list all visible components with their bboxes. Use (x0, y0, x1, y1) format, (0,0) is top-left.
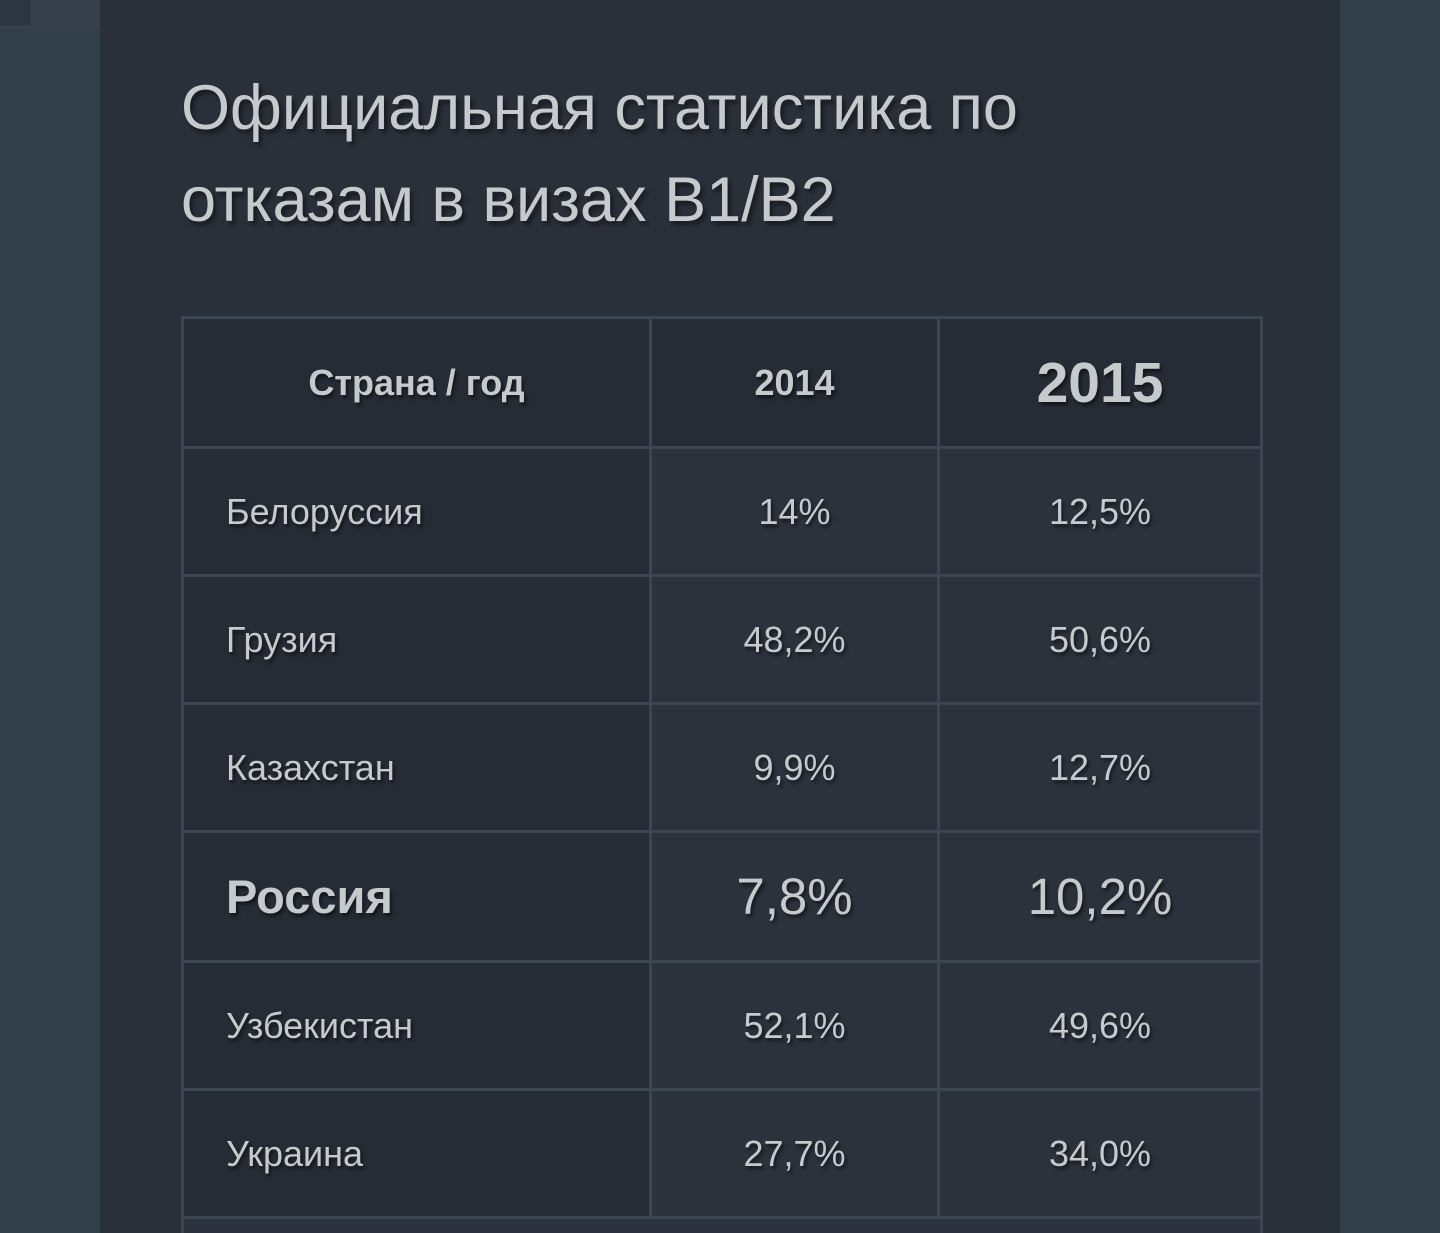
visa-refusal-stats-table: Страна / год 2014 2015 Белоруссия 14% 12… (181, 316, 1263, 1233)
page-title-line-2: отказам в визах B1/B2 (181, 165, 836, 235)
value-2014: 9,9% (649, 702, 940, 833)
value-2015: 10,2% (937, 830, 1263, 963)
left-gutter (0, 0, 100, 1233)
value-2015: 34,0% (937, 1088, 1263, 1219)
page-title-line-1: Официальная статистика по (181, 73, 1018, 143)
value-2014: 52,1% (649, 960, 940, 1091)
value-2015: 49,6% (937, 960, 1263, 1091)
corner-artifact (0, 0, 31, 26)
country-name: Казахстан (181, 702, 652, 833)
table-header-row: Страна / год 2014 2015 (181, 316, 1263, 449)
value-2015: 12,5% (937, 446, 1263, 577)
col-header-2015: 2015 (937, 316, 1263, 449)
country-name: Белоруссия (181, 446, 652, 577)
table-row-partial (181, 1216, 1263, 1233)
col-header-country-year: Страна / год (181, 316, 652, 449)
article-content: Официальная статистика по отказам в виза… (100, 0, 1340, 1233)
value-2014: 48,2% (649, 574, 940, 705)
country-name: Узбекистан (181, 960, 652, 1091)
value-2014: 27,7% (649, 1088, 940, 1219)
table-row-georgia: Грузия 48,2% 50,6% (181, 574, 1263, 705)
value-2015: 12,7% (937, 702, 1263, 833)
table-row-ukraine: Украина 27,7% 34,0% (181, 1088, 1263, 1219)
partial-row-cell (181, 1216, 1263, 1233)
page-title: Официальная статистика по отказам в виза… (100, 0, 1340, 246)
table-row-belarus: Белоруссия 14% 12,5% (181, 446, 1263, 577)
country-name: Грузия (181, 574, 652, 705)
value-2015: 50,6% (937, 574, 1263, 705)
table-row-uzbekistan: Узбекистан 52,1% 49,6% (181, 960, 1263, 1091)
country-name: Украина (181, 1088, 652, 1219)
right-gutter (1340, 0, 1440, 1233)
value-2014: 14% (649, 446, 940, 577)
country-name: Россия (181, 830, 652, 963)
table-row-russia: Россия 7,8% 10,2% (181, 830, 1263, 963)
table-row-kazakhstan: Казахстан 9,9% 12,7% (181, 702, 1263, 833)
col-header-2014: 2014 (649, 316, 940, 449)
value-2014: 7,8% (649, 830, 940, 963)
